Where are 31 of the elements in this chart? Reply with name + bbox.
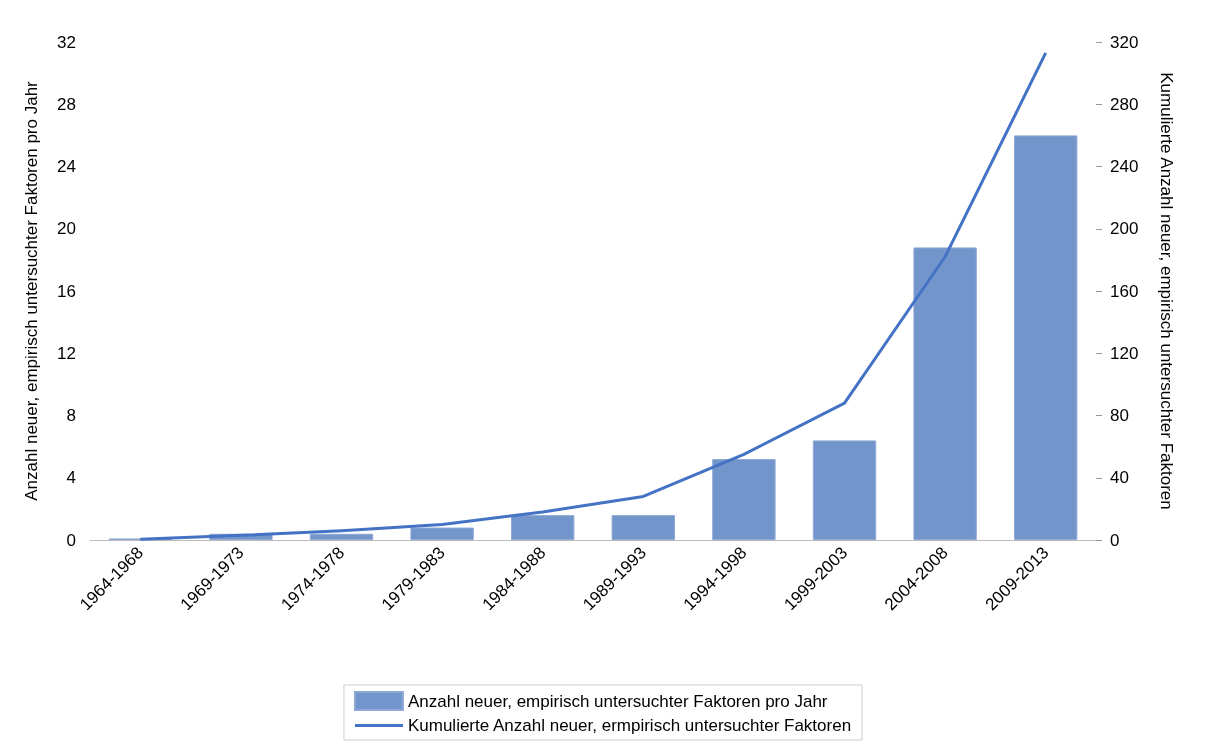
y-tick-label: 0 (66, 530, 76, 550)
y2-axis-title: Kumulierte Anzahl neuer, empirisch untersuchter Faktoren (1157, 72, 1176, 510)
y-tick-label: 32 (57, 32, 76, 52)
y2-tick-label: 200 (1110, 219, 1139, 239)
bar (611, 515, 675, 540)
bar (712, 459, 776, 540)
bar (410, 527, 474, 540)
y2-tick-label: 40 (1110, 468, 1129, 488)
bar (309, 533, 374, 540)
y2-tick-label: 0 (1110, 530, 1120, 550)
line-series (138, 51, 1048, 541)
bar (913, 247, 977, 540)
y2-tick-label: 320 (1110, 32, 1139, 52)
y-tick-label: 12 (57, 343, 76, 363)
bar (1014, 135, 1078, 540)
y2-tick-label: 120 (1110, 343, 1139, 363)
legend-label: Kumulierte Anzahl neuer, ermpirisch untersuchter Faktoren (407, 716, 852, 735)
bar (511, 515, 575, 540)
y2-tick-label: 240 (1110, 157, 1139, 176)
legend-label: Anzahl neuer, empirisch untersuchter Faktoren pro Jahr (407, 691, 828, 711)
bar (812, 440, 877, 540)
y-tick-label: 24 (57, 157, 76, 176)
y2-tick-label: 280 (1110, 94, 1139, 114)
y-tick-label: 16 (57, 281, 76, 301)
y2-tick-label: 80 (1110, 406, 1129, 425)
y-tick-label: 20 (57, 219, 76, 239)
y-axis-title: Anzahl neuer, empirisch untersuchter Faktoren pro Jahr (22, 80, 41, 501)
y2-tick-label: 160 (1110, 281, 1139, 301)
y-tick-label: 28 (57, 94, 76, 114)
y-tick-label: 8 (66, 406, 76, 425)
y-tick-label: 4 (66, 468, 76, 488)
